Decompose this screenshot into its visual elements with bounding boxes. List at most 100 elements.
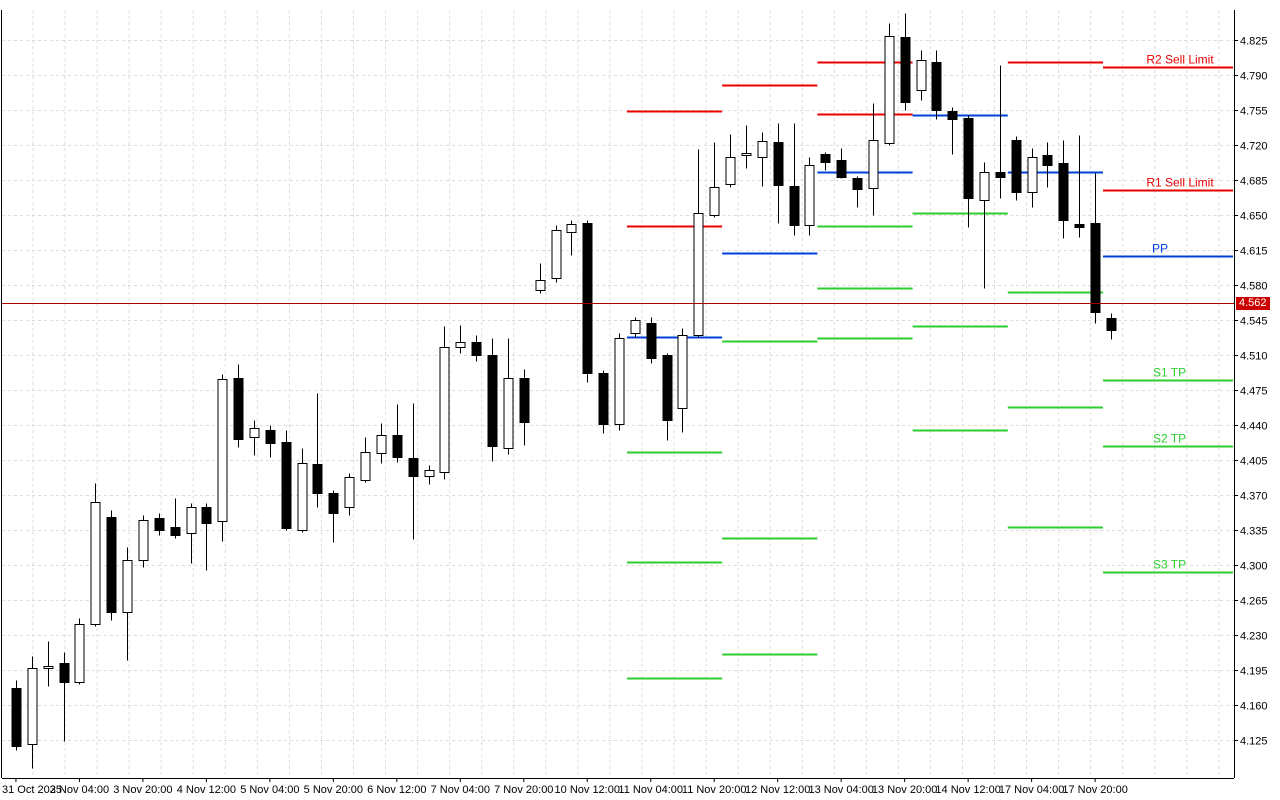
price-tick-label: 4.615: [1240, 246, 1268, 258]
candle-body: [43, 666, 54, 669]
time-axis-label: 14 Nov 12:00: [935, 784, 1000, 796]
trade-level-label-pp[interactable]: PP: [1152, 242, 1168, 256]
candle: [1011, 136, 1022, 201]
candle: [186, 503, 197, 564]
candle: [74, 618, 85, 685]
candle-body: [90, 502, 101, 625]
price-tick-label: 4.335: [1240, 526, 1268, 538]
candle: [931, 50, 942, 120]
candle-body: [614, 338, 625, 425]
candle: [201, 503, 212, 571]
candle-body: [995, 172, 1006, 178]
candle-body: [1090, 223, 1101, 313]
candle-body: [1106, 318, 1117, 331]
grid: [2, 10, 1234, 778]
candle: [519, 369, 530, 446]
candle-body: [725, 157, 736, 185]
candle: [836, 148, 847, 179]
candle: [820, 152, 831, 171]
trade-level-label-r2-sell-limit[interactable]: R2 Sell Limit: [1146, 53, 1214, 67]
candle: [693, 149, 704, 338]
candle-body: [868, 140, 879, 189]
candle: [757, 132, 768, 187]
candle-body: [217, 379, 228, 522]
candle-body: [963, 118, 974, 199]
candle-body: [535, 280, 546, 291]
candle-body: [646, 323, 657, 359]
candle: [677, 328, 688, 433]
candle-body: [662, 355, 673, 421]
candle: [1090, 173, 1101, 324]
candle-body: [487, 355, 498, 447]
candle-body: [884, 36, 895, 144]
candle: [90, 483, 101, 627]
candle: [392, 404, 403, 463]
candle: [27, 656, 38, 769]
candle-body: [852, 178, 863, 190]
candle-body: [281, 442, 292, 529]
candle: [487, 338, 498, 462]
time-axis-label: 5 Nov 04:00: [240, 784, 299, 796]
price-tick-label: 4.650: [1240, 211, 1268, 223]
trade-level-label-s3-tp[interactable]: S3 TP: [1153, 558, 1186, 572]
candle-body: [820, 154, 831, 163]
time-axis-label: 31 Oct 2025: [2, 784, 62, 796]
time-axis-label: 7 Nov 04:00: [431, 784, 490, 796]
candle: [138, 515, 149, 568]
candle: [154, 513, 165, 536]
candles: [11, 13, 1117, 769]
trade-level-label-s1-tp[interactable]: S1 TP: [1153, 366, 1186, 380]
candle-body: [297, 463, 308, 531]
candle-body: [582, 223, 593, 374]
candle-body: [836, 160, 847, 178]
candle: [217, 374, 228, 542]
candle: [1074, 135, 1085, 238]
candle-body: [598, 373, 609, 425]
candle-body: [265, 430, 276, 444]
candle-body: [455, 342, 466, 348]
price-tick-label: 4.580: [1240, 281, 1268, 293]
time-axis-label: 13 Nov 04:00: [808, 784, 873, 796]
candle: [852, 176, 863, 208]
candle: [947, 107, 958, 155]
candle-body: [630, 320, 641, 334]
candle: [868, 103, 879, 216]
candle-body: [1074, 224, 1085, 228]
candle: [995, 65, 1006, 199]
price-tick-label: 4.825: [1240, 36, 1268, 48]
price-tick-label: 4.475: [1240, 386, 1268, 398]
candle-body: [1011, 140, 1022, 193]
candle-body: [439, 347, 450, 473]
candle: [328, 490, 339, 543]
price-tick-label: 4.405: [1240, 456, 1268, 468]
trade-levels: R2 Sell Limit R1 Sell Limit PP S1 TP S2 TP S3…: [1103, 53, 1233, 574]
candle-body: [1058, 163, 1069, 221]
candle-body: [979, 172, 990, 201]
time-axis-label: 6 Nov 12:00: [367, 784, 426, 796]
candle-body: [931, 62, 942, 111]
candle: [43, 641, 54, 687]
trade-level-label-s2-tp[interactable]: S2 TP: [1153, 432, 1186, 446]
price-tick-label: 4.720: [1240, 141, 1268, 153]
candle-body: [249, 428, 260, 438]
candle: [979, 162, 990, 289]
candle-body: [1027, 157, 1038, 193]
price-tick-label: 4.755: [1240, 106, 1268, 118]
axes: 4.825 4.790 4.755 4.720 4.685 4.650 4.615 4.580…: [1, 10, 1268, 796]
price-tick-label: 4.545: [1240, 316, 1268, 328]
trade-level-label-r1-sell-limit[interactable]: R1 Sell Limit: [1146, 176, 1214, 190]
time-axis-label: 12 Nov 12:00: [745, 784, 810, 796]
candle-body: [503, 378, 514, 449]
candle: [884, 23, 895, 146]
candle-body: [566, 224, 577, 233]
candle-body: [424, 470, 435, 477]
current-price-badge: 4.562: [1236, 296, 1270, 310]
candle-body: [360, 452, 371, 481]
candle: [789, 123, 800, 236]
candle-body: [900, 37, 911, 103]
candle: [297, 448, 308, 533]
time-axis-label: 5 Nov 20:00: [304, 784, 363, 796]
candle: [566, 220, 577, 256]
candle-body: [947, 111, 958, 120]
